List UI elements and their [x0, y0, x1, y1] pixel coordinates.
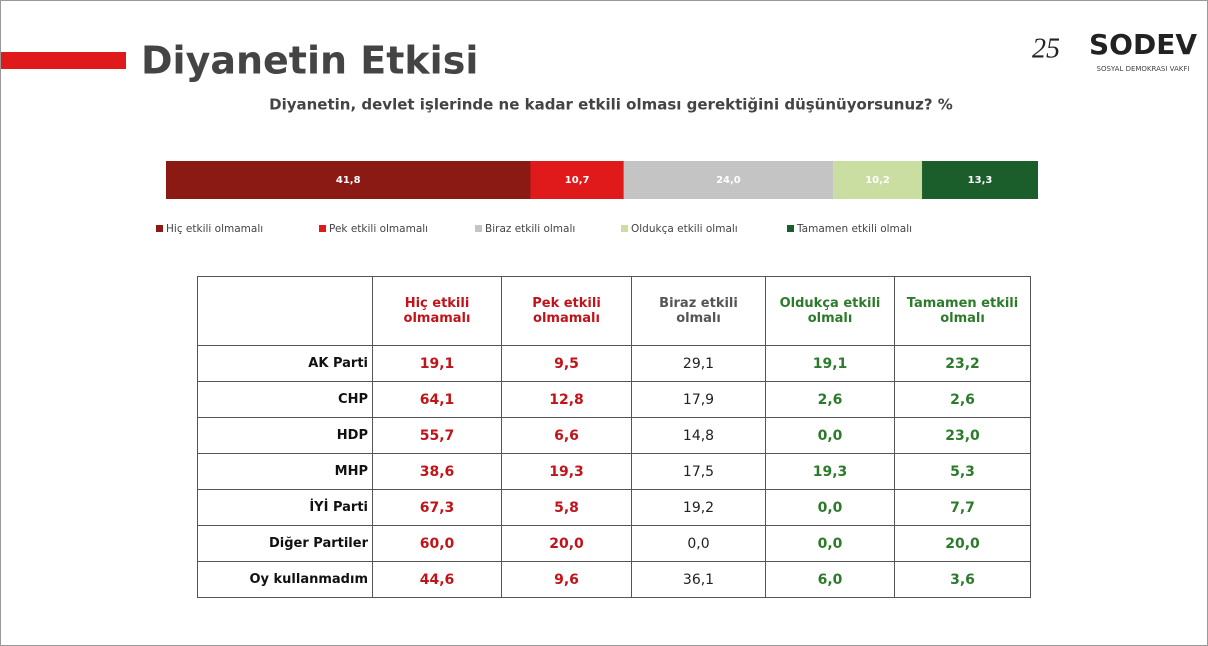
cell-value: 19,3: [765, 453, 895, 490]
cell-value: 6,6: [501, 417, 632, 454]
cell-value: 17,9: [631, 381, 766, 418]
cell-value: 9,5: [501, 345, 632, 382]
cell-value: 14,8: [631, 417, 766, 454]
cell-value: 6,0: [765, 561, 895, 598]
legend-label: Tamamen etkili olmalı: [796, 223, 912, 235]
cell-value: 60,0: [372, 525, 502, 562]
legend-label: Biraz etkili olmalı: [485, 223, 575, 235]
column-header: Biraz etkili olmalı: [631, 276, 766, 346]
accent-bar: [1, 52, 126, 69]
bar-segment: [166, 161, 531, 199]
cell-value: 29,1: [631, 345, 766, 382]
cell-value: 3,6: [894, 561, 1031, 598]
bar-segment: [922, 161, 1038, 199]
party-name: AK Parti: [197, 345, 373, 382]
cell-value: 5,8: [501, 489, 632, 526]
cell-value: 55,7: [372, 417, 502, 454]
cell-value: 36,1: [631, 561, 766, 598]
logo-name: SODEV: [1089, 28, 1197, 61]
legend-label: Pek etkili olmamalı: [329, 223, 428, 235]
party-name: HDP: [197, 417, 373, 454]
cell-value: 19,2: [631, 489, 766, 526]
bar-segment: [530, 161, 624, 199]
party-name: Oy kullanmadım: [197, 561, 373, 598]
legend-label: Oldukça etkili olmalı: [631, 223, 738, 235]
column-header: Pek etkili olmamalı: [501, 276, 632, 346]
data-label: 10,2: [865, 175, 890, 186]
cell-value: 19,1: [765, 345, 895, 382]
data-label: 13,3: [968, 175, 993, 186]
column-header: Tamamen etkili olmalı: [894, 276, 1031, 346]
cell-value: 5,3: [894, 453, 1031, 490]
cell-value: 0,0: [765, 525, 895, 562]
legend-swatch: [319, 225, 326, 232]
party-name: Diğer Partiler: [197, 525, 373, 562]
legend-swatch: [621, 225, 628, 232]
data-label: 10,7: [565, 175, 590, 186]
bar-segment: [833, 161, 923, 199]
cell-value: 9,6: [501, 561, 632, 598]
cell-value: 23,0: [894, 417, 1031, 454]
cell-value: 44,6: [372, 561, 502, 598]
subtitle: Diyanetin, devlet işlerinde ne kadar etk…: [269, 96, 953, 114]
bar-segment: [623, 161, 834, 199]
table-row: Oy kullanmadım 44,6 9,6 36,1 6,0 3,6: [197, 561, 1031, 598]
cell-value: 19,3: [501, 453, 632, 490]
cell-value: 7,7: [894, 489, 1031, 526]
table-row: İYİ Parti 67,3 5,8 19,2 0,0 7,7: [197, 489, 1031, 526]
legend-swatch: [787, 225, 794, 232]
cell-value: 0,0: [765, 417, 895, 454]
cell-value: 12,8: [501, 381, 632, 418]
cell-value: 38,6: [372, 453, 502, 490]
cell-value: 19,1: [372, 345, 502, 382]
legend-swatch: [475, 225, 482, 232]
table-row: CHP 64,1 12,8 17,9 2,6 2,6: [197, 381, 1031, 418]
cell-value: 23,2: [894, 345, 1031, 382]
column-header: Hiç etkili olmamalı: [372, 276, 502, 346]
table-row: HDP 55,7 6,6 14,8 0,0 23,0: [197, 417, 1031, 454]
cell-value: 20,0: [501, 525, 632, 562]
table-row: MHP 38,6 19,3 17,5 19,3 5,3: [197, 453, 1031, 490]
title: Diyanetin Etkisi: [141, 39, 478, 83]
party-name: CHP: [197, 381, 373, 418]
table-row: Diğer Partiler 60,0 20,0 0,0 0,0 20,0: [197, 525, 1031, 562]
header-row: Hiç etkili olmamalı Pek etkili olmamalı Bi…: [197, 276, 1031, 346]
data-label: 41,8: [336, 175, 361, 186]
cell-value: 20,0: [894, 525, 1031, 562]
data-label: 24,0: [716, 175, 741, 186]
cell-value: 64,1: [372, 381, 502, 418]
corner-cell: [197, 276, 373, 346]
column-header: Oldukça etkili olmalı: [765, 276, 895, 346]
party-name: İYİ Parti: [197, 489, 373, 526]
legend-label: Hiç etkili olmamalı: [166, 223, 263, 235]
cell-value: 0,0: [631, 525, 766, 562]
table: Hiç etkili olmamalı Pek etkili olmamalı Bi…: [197, 276, 1031, 598]
table-row: AK Parti 19,1 9,5 29,1 19,1 23,2: [197, 345, 1031, 382]
cell-value: 67,3: [372, 489, 502, 526]
logo-tagline: SOSYAL DEMOKRASI VAKFI: [1097, 65, 1190, 73]
logo-number: 25: [1032, 33, 1060, 64]
party-name: MHP: [197, 453, 373, 490]
cell-value: 17,5: [631, 453, 766, 490]
cell-value: 2,6: [765, 381, 895, 418]
table-body: Hiç etkili olmamalı Pek etkili olmamalı Bi…: [197, 276, 1031, 598]
legend-swatch: [156, 225, 163, 232]
cell-value: 0,0: [765, 489, 895, 526]
cell-value: 2,6: [894, 381, 1031, 418]
